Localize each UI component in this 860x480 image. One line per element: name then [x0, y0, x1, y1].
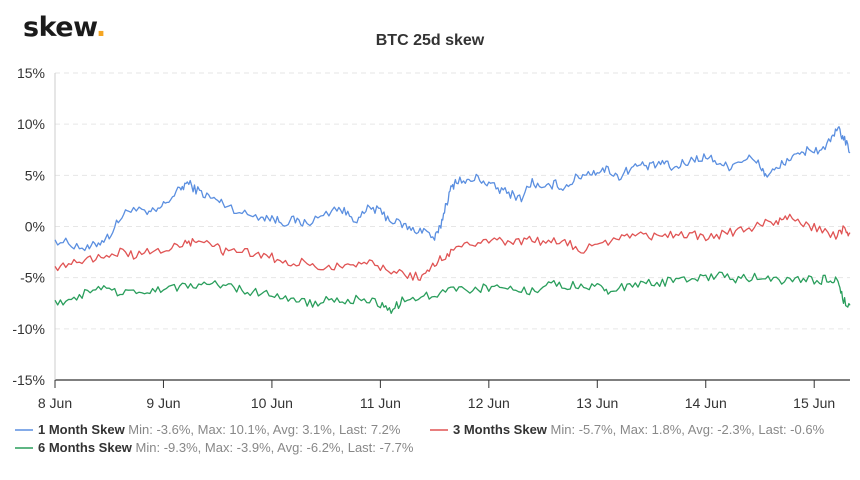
series-line-2: [54, 213, 851, 281]
legend-series-stats: Min: -3.6%, Max: 10.1%, Avg: 3.1%, Last:…: [128, 422, 401, 437]
y-tick-label: 0%: [25, 219, 45, 235]
x-tick-label: 14 Jun: [685, 395, 727, 411]
legend-series-stats: Min: -5.7%, Max: 1.8%, Avg: -2.3%, Last:…: [551, 422, 825, 437]
legend-entry[interactable]: 3 Months Skew Min: -5.7%, Max: 1.8%, Avg…: [453, 422, 825, 437]
series-line-3: [54, 271, 851, 314]
y-tick-label: 15%: [17, 65, 45, 81]
legend-series-name: 6 Months Skew: [38, 440, 136, 455]
x-tick-label: 8 Jun: [38, 395, 72, 411]
x-tick-label: 9 Jun: [146, 395, 180, 411]
y-tick-label: 10%: [17, 116, 45, 132]
series-lines: [54, 126, 851, 314]
legend-entry[interactable]: 6 Months Skew Min: -9.3%, Max: -3.9%, Av…: [38, 440, 414, 455]
x-tick-label: 13 Jun: [576, 395, 618, 411]
y-tick-label: 5%: [25, 167, 45, 183]
skew-logo: skew.: [23, 14, 106, 41]
x-tick-label: 12 Jun: [468, 395, 510, 411]
x-axis: 8 Jun 9 Jun 10 Jun 11 Jun 12 Jun 13 Jun 14 Jun…: [38, 73, 850, 411]
x-tick-label: 11 Jun: [360, 395, 401, 411]
legend-series-name: 3 Months Skew: [453, 422, 551, 437]
legend: 1 Month Skew Min: -3.6%, Max: 10.1%, Avg…: [15, 422, 825, 455]
y-tick-label: -10%: [12, 321, 45, 337]
legend-series-stats: Min: -9.3%, Max: -3.9%, Avg: -6.2%, Last…: [136, 440, 414, 455]
y-tick-label: -15%: [12, 372, 45, 388]
x-tick-label: 15 Jun: [793, 395, 835, 411]
series-line-1: [54, 126, 851, 252]
logo-dot: .: [95, 12, 106, 43]
y-tick-label: -5%: [20, 270, 45, 286]
logo-text: skew: [23, 12, 96, 43]
x-tick-label: 10 Jun: [251, 395, 293, 411]
grid-lines: [55, 72, 850, 330]
chart-title: BTC 25d skew: [376, 32, 485, 49]
legend-entry[interactable]: 1 Month Skew Min: -3.6%, Max: 10.1%, Avg…: [38, 422, 401, 437]
legend-series-name: 1 Month Skew: [38, 422, 128, 437]
y-axis-ticks: 15% 10% 5% 0% -5% -10% -15%: [12, 65, 45, 388]
